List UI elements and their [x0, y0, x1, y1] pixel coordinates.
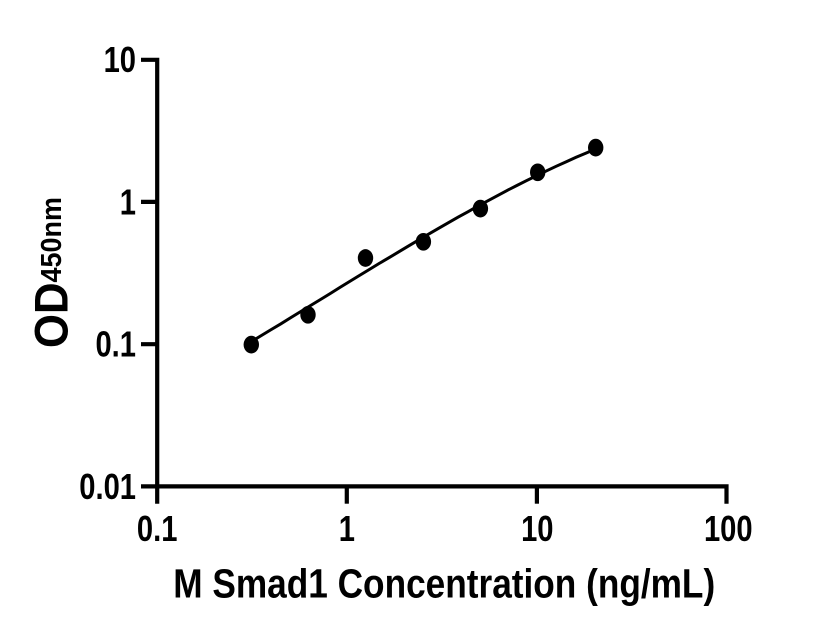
- svg-text:1: 1: [339, 508, 355, 549]
- svg-text:M Smad1 Concentration (ng/mL): M Smad1 Concentration (ng/mL): [173, 562, 715, 607]
- svg-text:100: 100: [704, 508, 753, 549]
- svg-text:0.1: 0.1: [137, 508, 178, 549]
- svg-text:0.1: 0.1: [95, 324, 136, 365]
- svg-text:10: 10: [521, 508, 553, 549]
- svg-text:1: 1: [120, 181, 136, 222]
- svg-text:0.01: 0.01: [79, 466, 136, 507]
- svg-text:OD450nm: OD450nm: [25, 197, 78, 348]
- svg-text:10: 10: [104, 39, 136, 80]
